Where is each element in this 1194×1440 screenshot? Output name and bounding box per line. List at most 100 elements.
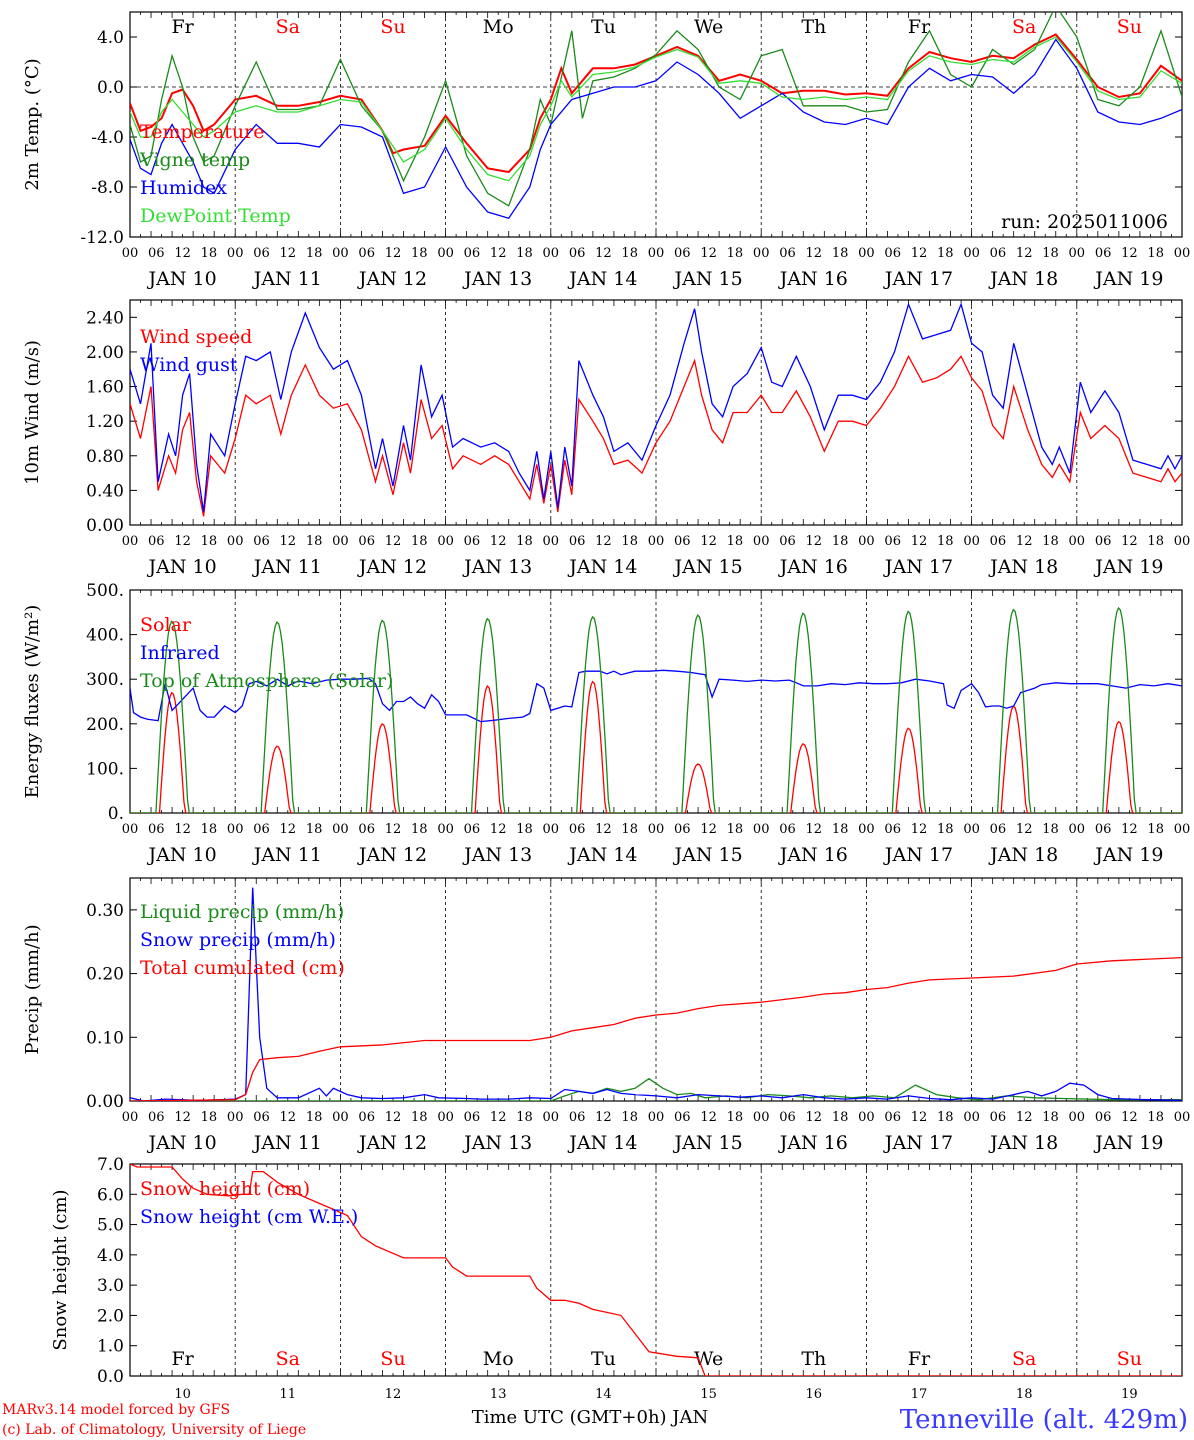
weekday-label: We [694,16,723,38]
hour-tick-label: 18 [1042,246,1059,261]
hour-tick-label: 18 [937,1110,954,1125]
y-tick-label: 0.80 [86,447,124,467]
hour-tick-label: 18 [1147,1110,1164,1125]
hour-tick-label: 06 [674,822,691,837]
hour-tick-label: 18 [727,246,744,261]
hour-tick-label: 12 [280,534,297,549]
weekday-label: Su [380,16,405,38]
hour-tick-label: 18 [621,1110,638,1125]
date-label: JAN 16 [778,844,848,866]
y-tick-label: -4.0 [91,128,124,148]
hour-tick-label: 00 [1069,534,1086,549]
hour-tick-label: 18 [201,246,218,261]
date-label: JAN 12 [357,268,427,290]
date-label: JAN 14 [567,844,637,866]
date-label: JAN 18 [988,844,1058,866]
y-tick-label: -8.0 [91,178,124,198]
y-tick-label: 0.40 [86,481,124,501]
lab-credit: (c) Lab. of Climatology, University of L… [2,1422,306,1438]
hour-tick-label: 00 [227,1110,244,1125]
date-label: JAN 18 [988,268,1058,290]
hour-tick-label: 12 [1016,534,1033,549]
legend-entry: Snow height (cm) [140,1178,310,1200]
hour-tick-label: 00 [227,822,244,837]
hour-tick-label: 00 [753,246,770,261]
hour-tick-label: 18 [1042,534,1059,549]
y-tick-label: 7.0 [97,1155,124,1175]
day-number-label: 18 [1016,1387,1033,1402]
hour-tick-label: 00 [437,534,454,549]
weekday-label: Mo [483,16,514,38]
y-tick-label: 6.0 [97,1185,124,1205]
day-number-label: 16 [806,1387,823,1402]
hour-tick-label: 06 [464,822,481,837]
hour-tick-label: 12 [1121,822,1138,837]
hour-tick-label: 18 [1042,1110,1059,1125]
hour-tick-label: 12 [174,534,191,549]
hour-tick-label: 12 [490,534,507,549]
hour-tick-label: 00 [648,534,665,549]
hour-tick-label: 00 [332,1110,349,1125]
run-label: run: 2025011006 [1001,211,1168,233]
weekday-label: Tu [591,16,616,38]
y-tick-label: 1.60 [86,378,124,398]
date-label: JAN 14 [567,556,637,578]
y-tick-label: 0.10 [86,1028,124,1048]
hour-tick-label: 06 [779,246,796,261]
hour-tick-label: 12 [174,822,191,837]
hour-tick-label: 06 [884,1110,901,1125]
series-line-temperature [130,33,1182,174]
hour-tick-label: 06 [779,534,796,549]
series-line-liquid-precip-mm-h- [130,1077,1182,1101]
weekday-label: Fr [171,16,194,38]
hour-tick-label: 18 [516,246,533,261]
hour-tick-label: 00 [1069,822,1086,837]
hour-tick-label: 12 [385,1110,402,1125]
weekday-label: Th [801,16,826,38]
hour-tick-label: 12 [700,246,717,261]
hour-tick-label: 12 [911,822,928,837]
hour-tick-label: 12 [1121,246,1138,261]
day-number-label: 14 [595,1387,612,1402]
weekday-label: Fr [908,16,931,38]
hour-tick-label: 06 [253,534,270,549]
date-label: JAN 17 [883,844,953,866]
date-label: JAN 11 [252,556,322,578]
hour-tick-label: 18 [621,246,638,261]
date-label: JAN 14 [567,268,637,290]
y-tick-label: 3.0 [97,1276,124,1296]
hour-tick-label: 18 [621,822,638,837]
panel-3: 0. 100. 200. 300. 400. 500. Energy fluxes (W/m… [22,581,1190,866]
hour-tick-label: 18 [201,822,218,837]
hour-tick-label: 18 [201,534,218,549]
plot-frame [129,11,1183,238]
hour-tick-label: 12 [280,822,297,837]
y-tick-label: 0.00 [86,516,124,536]
hour-tick-label: 12 [385,534,402,549]
hour-tick-label: 06 [464,246,481,261]
hour-tick-label: 00 [648,822,665,837]
legend-entry: Temperature [140,121,264,143]
hour-tick-label: 18 [937,822,954,837]
station-title: Tenneville (alt. 429m) [900,1405,1188,1435]
date-label: JAN 11 [252,268,322,290]
hour-tick-label: 06 [569,1110,586,1125]
hour-tick-label: 18 [832,822,849,837]
hour-tick-label: 12 [1016,1110,1033,1125]
date-label: JAN 19 [1093,844,1163,866]
hour-tick-label: 06 [674,1110,691,1125]
hour-tick-label: 00 [963,822,980,837]
y-axis-label: Energy fluxes (W/m²) [22,605,43,799]
hour-tick-label: 00 [543,534,560,549]
day-number-label: 17 [911,1387,928,1402]
hour-tick-label: 06 [569,534,586,549]
weekday-label: Su [380,1348,405,1370]
date-label: JAN 15 [673,1132,743,1154]
hour-tick-label: 06 [884,822,901,837]
weekday-label: Su [1117,16,1142,38]
model-credit: MARv3.14 model forced by GFS [2,1402,230,1418]
hour-tick-label: 00 [858,1110,875,1125]
y-tick-label: 400. [86,626,124,646]
date-label: JAN 12 [357,844,427,866]
